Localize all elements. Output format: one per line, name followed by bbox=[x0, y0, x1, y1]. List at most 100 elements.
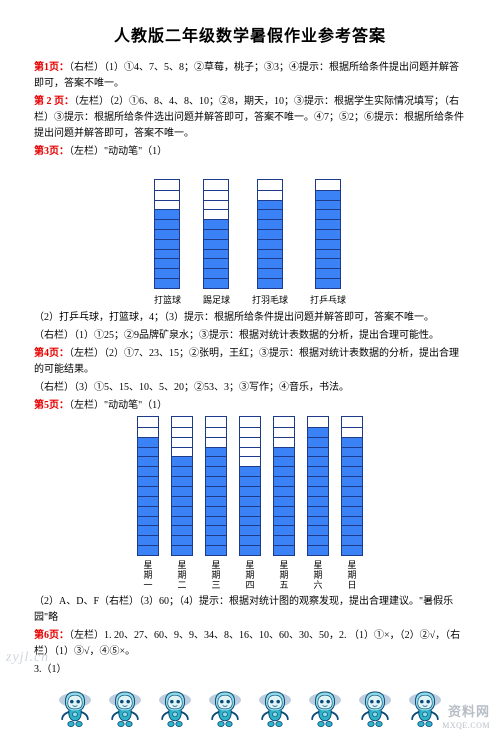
bar-segment bbox=[172, 486, 192, 496]
bar-segment bbox=[204, 278, 228, 288]
bar-segment bbox=[155, 258, 179, 268]
bar-segment bbox=[316, 258, 340, 268]
bar-segment bbox=[274, 417, 294, 427]
bar-segment bbox=[316, 239, 340, 249]
bar-segment bbox=[342, 466, 362, 476]
bar-segment bbox=[138, 447, 158, 457]
bar-segment bbox=[155, 200, 179, 210]
bar-segment bbox=[240, 506, 260, 516]
label-p4: 第4页： bbox=[34, 348, 69, 359]
text-p3: （左栏）"动动笔"（1） bbox=[69, 146, 167, 157]
bar-segment bbox=[316, 229, 340, 239]
bar-segment bbox=[204, 258, 228, 268]
bar-segment bbox=[258, 190, 282, 200]
bar-segment bbox=[342, 506, 362, 516]
bar-segment bbox=[172, 466, 192, 476]
robot-icon bbox=[51, 684, 99, 732]
bar-segment bbox=[240, 476, 260, 486]
bar-segment bbox=[274, 496, 294, 506]
bar-segment bbox=[138, 456, 158, 466]
bar-segment bbox=[172, 447, 192, 457]
bar-segment bbox=[206, 466, 226, 476]
bar-segment bbox=[155, 278, 179, 288]
bar-column: 星期三 bbox=[205, 416, 227, 590]
bar-segment bbox=[274, 476, 294, 486]
bar-segment bbox=[172, 506, 192, 516]
bar-segment bbox=[155, 268, 179, 278]
bar-segment bbox=[342, 525, 362, 535]
para-after2a: （2）A、D、F（右栏）（3）60；（4）提示：根据对统计图的观察发现，提出合理… bbox=[34, 594, 466, 626]
bar-segment bbox=[138, 427, 158, 437]
label-p6: 第6页： bbox=[34, 630, 69, 641]
robot-icon bbox=[251, 684, 299, 732]
bar-segment bbox=[204, 239, 228, 249]
bar-segment bbox=[258, 249, 282, 259]
robot-icon bbox=[301, 684, 349, 732]
bar-segment bbox=[342, 456, 362, 466]
label-p1: 第1页： bbox=[34, 62, 69, 73]
bar-column: 星期五 bbox=[273, 416, 295, 590]
bar-segment bbox=[240, 545, 260, 555]
bar-segment bbox=[308, 496, 328, 506]
bar-label: 打篮球 bbox=[154, 293, 181, 306]
bar-segment bbox=[240, 427, 260, 437]
bar-segment bbox=[308, 535, 328, 545]
robot-item bbox=[201, 684, 249, 737]
bar-segment bbox=[316, 278, 340, 288]
robot-icon bbox=[201, 684, 249, 732]
bar-segment bbox=[172, 417, 192, 427]
bar bbox=[315, 179, 341, 289]
bar-column: 星期日 bbox=[341, 416, 363, 590]
watermark-right: 资料网 MXQE.COM bbox=[442, 701, 490, 730]
bar bbox=[341, 416, 363, 556]
bar-label: 星期三 bbox=[211, 560, 220, 590]
bar-segment bbox=[316, 219, 340, 229]
bar-segment bbox=[206, 437, 226, 447]
bar-segment bbox=[274, 516, 294, 526]
bar bbox=[257, 179, 283, 289]
bar-segment bbox=[258, 229, 282, 239]
para-p2: 第 2 页：（左栏）（2）①6、8、4、8、10；②8，期天，10；③提示：根据… bbox=[34, 94, 466, 142]
bar-segment bbox=[316, 209, 340, 219]
page-title: 人教版二年级数学暑假作业参考答案 bbox=[34, 22, 466, 46]
bar-segment bbox=[342, 427, 362, 437]
bar-segment bbox=[342, 476, 362, 486]
bar-segment bbox=[258, 180, 282, 190]
bar-column: 星期六 bbox=[307, 416, 329, 590]
bar bbox=[307, 416, 329, 556]
bar-segment bbox=[172, 427, 192, 437]
bar-segment bbox=[274, 525, 294, 535]
bar-segment bbox=[342, 516, 362, 526]
robot-item bbox=[251, 684, 299, 737]
bar-label: 踢足球 bbox=[203, 293, 230, 306]
robot-item bbox=[101, 684, 149, 737]
bar-segment bbox=[138, 496, 158, 506]
bar-segment bbox=[316, 200, 340, 210]
para-p6: 第6页：（左栏）1. 20、27、60、9、9、34、8、16、10、60、30… bbox=[34, 628, 466, 660]
bar-segment bbox=[155, 249, 179, 259]
bar bbox=[203, 179, 229, 289]
bar-segment bbox=[274, 545, 294, 555]
bar-segment bbox=[172, 496, 192, 506]
bar-label: 星期五 bbox=[279, 560, 288, 590]
bar-segment bbox=[206, 476, 226, 486]
bar-segment bbox=[240, 486, 260, 496]
bar-segment bbox=[204, 249, 228, 259]
bar-segment bbox=[155, 190, 179, 200]
bar-segment bbox=[155, 180, 179, 190]
bar-column: 星期四 bbox=[239, 416, 261, 590]
chart1: 打篮球踢足球打羽毛球打乒乓球 bbox=[154, 166, 346, 306]
bar-segment bbox=[206, 456, 226, 466]
bar-segment bbox=[240, 456, 260, 466]
bar-segment bbox=[274, 506, 294, 516]
bar-segment bbox=[308, 447, 328, 457]
bar-segment bbox=[240, 496, 260, 506]
para-p5: 第5页：（左栏）"动动笔"（1） bbox=[34, 398, 466, 414]
bar-segment bbox=[342, 545, 362, 555]
bar-segment bbox=[172, 437, 192, 447]
text-p2: （左栏）（2）①6、8、4、8、10；②8，期天，10；③提示：根据学生实际情况… bbox=[34, 96, 464, 139]
bar-segment bbox=[204, 219, 228, 229]
label-p2: 第 2 页： bbox=[34, 96, 74, 107]
bar-segment bbox=[308, 516, 328, 526]
bar-segment bbox=[138, 437, 158, 447]
